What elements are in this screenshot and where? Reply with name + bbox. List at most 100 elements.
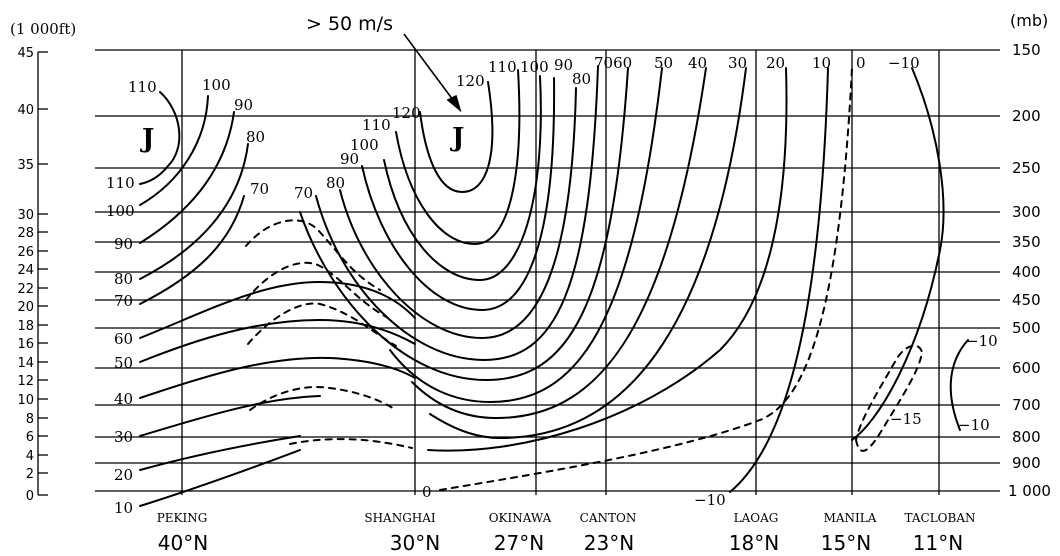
latitude-label: 27°N — [494, 531, 544, 555]
right-tick-label: 450 — [1012, 291, 1041, 309]
isotach-dashed-lines — [245, 67, 924, 491]
isotach-label: 10 — [114, 499, 133, 517]
left-tick-label: 40 — [17, 103, 34, 118]
isotach-50 — [389, 67, 663, 404]
station-label-manila: MANILA — [824, 511, 877, 525]
left-tick-label: 0 — [26, 489, 34, 504]
isotach-label: −10 — [888, 54, 920, 72]
isotach-label: 90 — [234, 96, 253, 114]
isotach-label: 90 — [554, 56, 573, 74]
isotach-left-10 — [139, 449, 301, 507]
station-labels: PEKING SHANGHAI OKINAWA CANTON LAOAG MAN… — [157, 511, 976, 525]
left-tick-label: 6 — [26, 430, 34, 445]
dashed-isotach-1 — [245, 219, 381, 291]
isotach-left-jet-110 — [139, 91, 181, 185]
left-tick-label: 14 — [17, 356, 34, 371]
isotach-80 — [339, 87, 577, 340]
isotach-70 — [315, 65, 599, 362]
left-unit-label: (1 000ft) — [10, 20, 76, 38]
isotach-label: 0 — [422, 483, 432, 501]
isotach-label: −10 — [966, 332, 998, 350]
left-tick-label: 2 — [26, 467, 34, 482]
left-tick-label: 45 — [17, 46, 34, 61]
latitude-label: 15°N — [821, 531, 871, 555]
isotach-left-30 — [139, 395, 321, 437]
isotach-label: 40 — [688, 54, 707, 72]
jet-core-label-center: J — [450, 123, 464, 153]
isotach-110 — [395, 69, 521, 246]
station-label-peking: PEKING — [157, 511, 208, 525]
isotach-label: 50 — [654, 54, 673, 72]
speed-annotation: > 50 m/s — [306, 13, 393, 35]
left-tick-label: 35 — [17, 158, 34, 173]
left-tick-label: 4 — [26, 449, 34, 464]
station-label-shanghai: SHANGHAI — [364, 511, 436, 525]
isotach-label: 10 — [812, 54, 831, 72]
isotach-label: 80 — [572, 70, 591, 88]
latitude-label: 18°N — [729, 531, 779, 555]
isotach-90 — [361, 77, 556, 312]
isotach-left-90 — [139, 111, 235, 244]
annotation-arrow — [403, 33, 462, 113]
isotach-left-60 — [139, 280, 416, 339]
isotach-10 — [729, 67, 829, 493]
isotach-label: 20 — [766, 54, 785, 72]
isotach-label: 90 — [114, 235, 133, 253]
left-tick-label: 8 — [26, 412, 34, 427]
isotach-label: 100 — [350, 136, 379, 154]
isotach-left-70 — [139, 195, 245, 305]
isotach-label: 50 — [114, 354, 133, 372]
right-tick-labels: 150 200 250 300 350 400 450 500 600 700 … — [1008, 41, 1051, 500]
isotach-label: 40 — [114, 390, 133, 408]
isotach-label: 20 — [114, 466, 133, 484]
station-label-laoag: LAOAG — [734, 511, 779, 525]
left-tick-label: 20 — [17, 300, 34, 315]
isotach-label: −10 — [958, 416, 990, 434]
isotach-label: 80 — [326, 174, 345, 192]
latitude-labels: 40°N 30°N 27°N 23°N 18°N 15°N 11°N — [158, 531, 963, 555]
isotach-left-40 — [139, 356, 416, 399]
isotach-label: 80 — [246, 128, 265, 146]
right-unit-label: (mb) — [1010, 11, 1048, 30]
station-label-tacloban: TACLOBAN — [905, 511, 976, 525]
dashed-isotach-zero — [439, 67, 853, 491]
isotach-40 — [411, 67, 707, 420]
station-label-okinawa: OKINAWA — [489, 511, 552, 525]
isotach-label: 100 — [520, 58, 549, 76]
isotach-far-right-minus10 — [949, 339, 969, 431]
isotach-label: 110 — [106, 174, 135, 192]
isotach-label: 70 — [114, 292, 133, 310]
dashed-isotach-4 — [249, 386, 397, 411]
isotach-label: 30 — [728, 54, 747, 72]
left-tick-label: 12 — [17, 374, 34, 389]
right-tick-label: 1 000 — [1008, 482, 1051, 500]
isotach-value-labels: 110 100 90 80 70 110 100 90 80 70 60 50 … — [106, 54, 998, 517]
left-tick-label: 18 — [17, 319, 34, 334]
left-tick-label: 16 — [17, 337, 34, 352]
pressure-grid-lines — [95, 49, 1000, 492]
latitude-label: 11°N — [913, 531, 963, 555]
station-label-canton: CANTON — [580, 511, 637, 525]
left-tick-label: 26 — [17, 245, 34, 260]
right-tick-label: 350 — [1012, 233, 1041, 251]
dashed-isotach-5 — [289, 438, 413, 449]
latitude-label: 30°N — [390, 531, 440, 555]
isotach-label: 70 — [250, 180, 269, 198]
isotach-label: 110 — [488, 58, 517, 76]
isotach-label: 80 — [114, 270, 133, 288]
isotach-label: 120 — [392, 104, 421, 122]
isotach-100 — [383, 75, 542, 282]
isotach-label: 100 — [106, 202, 135, 220]
isotach-left-20 — [139, 435, 301, 471]
isotach-left-80 — [139, 143, 249, 280]
isotach-label: −10 — [694, 491, 726, 509]
right-tick-label: 500 — [1012, 319, 1041, 337]
latitude-label: 40°N — [158, 531, 208, 555]
isotach-label: 100 — [202, 76, 231, 94]
right-tick-label: 150 — [1012, 41, 1041, 59]
right-tick-label: 600 — [1012, 359, 1041, 377]
isotach-20 — [427, 67, 788, 452]
left-tick-label: 22 — [17, 282, 34, 297]
isotach-label: 110 — [362, 116, 391, 134]
